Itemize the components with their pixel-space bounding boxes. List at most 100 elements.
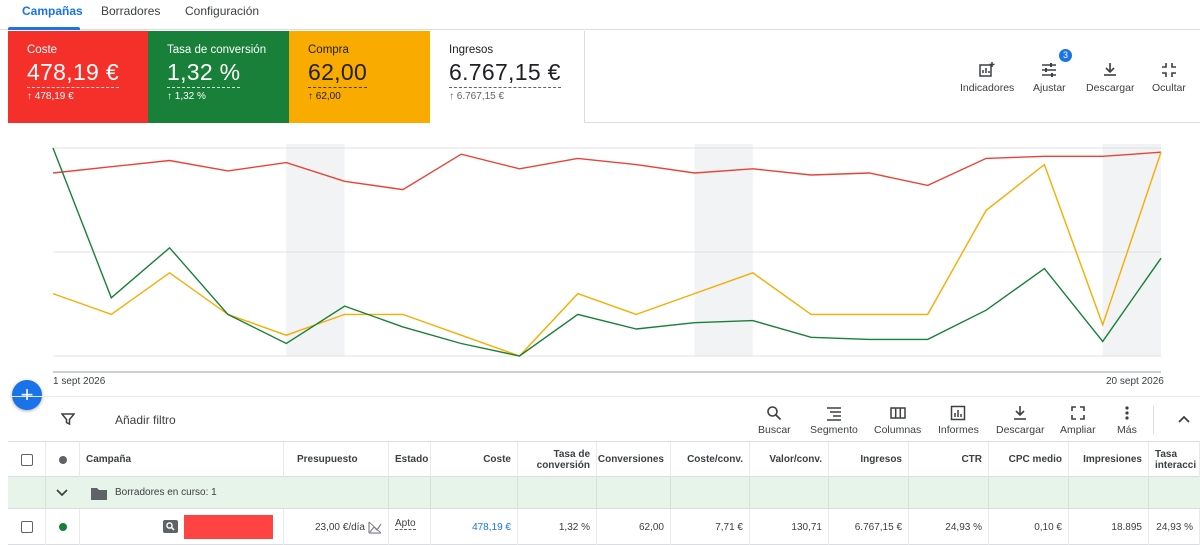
scorecard-compra[interactable]: Compra 62,00 ↑ 62,00 — [289, 31, 430, 123]
descargar-table-button[interactable]: Descargar — [996, 405, 1044, 436]
download-icon — [1014, 406, 1027, 420]
buscar-button[interactable]: Buscar — [758, 405, 791, 436]
status-dot-icon[interactable] — [58, 455, 67, 464]
search-campaign-icon — [163, 520, 178, 533]
scorecard-delta: ↑ 62,00 — [308, 91, 341, 102]
row-cost-conv-cell: 7,71 € — [671, 509, 750, 545]
indicadores-button[interactable]: Indicadores — [960, 61, 1014, 94]
performance-line-chart — [52, 144, 1162, 373]
row-checkbox[interactable] — [20, 521, 33, 533]
row-status-text-cell: Apto — [389, 509, 431, 545]
row-cpc-cell: 0,10 € — [989, 509, 1069, 545]
collapse-icon — [1161, 63, 1176, 77]
header-coste-conv[interactable]: Coste/conv. — [671, 442, 750, 477]
draft-group-row[interactable]: Borradores en curso: 1 — [8, 477, 1200, 509]
filter-icon[interactable] — [61, 412, 75, 426]
more-vert-icon — [1125, 406, 1129, 420]
ajustar-label: Ajustar — [1033, 82, 1066, 94]
row-campaign-cell[interactable] — [80, 509, 284, 545]
group-cell — [750, 477, 829, 509]
ampliar-button[interactable]: Ampliar — [1060, 405, 1096, 436]
select-all-cell — [8, 442, 46, 477]
informes-button[interactable]: Informes — [938, 405, 979, 436]
columnas-button[interactable]: Columnas — [874, 405, 921, 436]
descargar-chart-button[interactable]: Descargar — [1086, 61, 1134, 94]
row-value-conv-cell: 130,71 — [750, 509, 829, 545]
status-header-cell — [46, 442, 80, 477]
scorecard-panel: Coste 478,19 € ↑ 478,19 € Tasa de conver… — [8, 31, 1200, 123]
scorecard-label: Ingresos — [449, 44, 494, 56]
table-row[interactable]: 23,00 €/día Apto 478,19 € 1,32 % 62,00 7… — [8, 509, 1200, 545]
header-impresiones[interactable]: Impresiones — [1069, 442, 1149, 477]
fullscreen-icon — [1070, 406, 1085, 420]
header-ctr[interactable]: CTR — [909, 442, 989, 477]
header-cpc-medio[interactable]: CPC medio — [989, 442, 1069, 477]
group-cell — [284, 477, 389, 509]
status-value[interactable]: Apto — [395, 518, 416, 530]
mas-button[interactable]: Más — [1117, 405, 1137, 436]
header-coste[interactable]: Coste — [431, 442, 518, 477]
row-budget-cell[interactable]: 23,00 €/día — [284, 509, 389, 545]
active-tab-indicator — [8, 27, 80, 30]
scorecard-tasa-conversion[interactable]: Tasa de conversión 1,32 % ↑ 1,32 % — [148, 31, 289, 123]
scorecard-label: Tasa de conversión — [167, 44, 267, 56]
cost-value[interactable]: 478,19 € — [472, 521, 511, 533]
ocultar-label: Ocultar — [1152, 82, 1186, 94]
series-line-compra — [52, 151, 1162, 357]
select-all-checkbox[interactable] — [20, 453, 33, 466]
chevron-up-icon[interactable] — [1176, 411, 1192, 427]
budget-chart-icon[interactable] — [368, 521, 382, 534]
row-impressions-cell: 18.895 — [1069, 509, 1149, 545]
group-cell — [829, 477, 909, 509]
header-ingresos[interactable]: Ingresos — [829, 442, 909, 477]
group-cell — [431, 477, 518, 509]
header-tasa-interaccion[interactable]: Tasa interacci — [1149, 442, 1200, 477]
cost-conv-value: 7,71 € — [715, 521, 743, 533]
series-line-conversion — [52, 147, 1162, 357]
chevron-down-icon[interactable] — [55, 487, 69, 499]
ajustar-badge: 3 — [1059, 49, 1072, 62]
enabled-status-dot[interactable] — [58, 523, 67, 531]
header-valor-conv[interactable]: Valor/conv. — [750, 442, 829, 477]
add-filter-button[interactable]: Añadir filtro — [115, 413, 176, 427]
tab-borradores[interactable]: Borradores — [101, 4, 161, 18]
conv-rate-value: 1,32 % — [558, 521, 590, 533]
scorecard-value: 478,19 € — [27, 59, 119, 88]
header-conversiones[interactable]: Conversiones — [597, 442, 671, 477]
ampliar-label: Ampliar — [1060, 424, 1096, 436]
search-icon — [767, 406, 782, 421]
header-estado[interactable]: Estado — [389, 442, 431, 477]
interaction-rate-value: 24,93 % — [1156, 521, 1193, 533]
x-axis-start-label: 1 sept 2026 — [53, 376, 106, 387]
scorecard-value: 6.767,15 € — [449, 59, 561, 88]
weekend-shade — [1102, 144, 1161, 356]
segmento-button[interactable]: Segmento — [810, 405, 858, 436]
toolbar-divider — [1153, 406, 1154, 434]
row-revenue-cell: 6.767,15 € — [829, 509, 909, 545]
scorecard-delta: ↑ 478,19 € — [27, 91, 74, 102]
group-cell — [597, 477, 671, 509]
tab-configuracion[interactable]: Configuración — [185, 4, 260, 18]
conversions-value: 62,00 — [638, 521, 664, 533]
mas-label: Más — [1117, 424, 1137, 436]
descargar-label: Descargar — [1086, 82, 1135, 94]
scorecard-coste[interactable]: Coste 478,19 € ↑ 478,19 € — [8, 31, 148, 123]
scorecard-value: 1,32 % — [167, 59, 241, 88]
row-status-cell — [46, 509, 80, 545]
ocultar-button[interactable]: Ocultar — [1152, 61, 1186, 94]
table-toolbar: Añadir filtro Buscar Segmento Columnas I… — [8, 396, 1200, 441]
header-presupuesto[interactable]: Presupuesto — [284, 442, 389, 477]
report-icon — [951, 405, 966, 421]
group-cell — [1069, 477, 1149, 509]
create-button[interactable]: + — [12, 380, 42, 410]
header-campana[interactable]: Campaña — [80, 442, 284, 477]
buscar-label: Buscar — [758, 424, 791, 436]
campaign-name-redacted[interactable] — [184, 515, 273, 539]
tab-campanas[interactable]: Campañas — [22, 4, 83, 18]
header-tasa-conversion[interactable]: Tasa de conversión — [518, 442, 597, 477]
group-label: Borradores en curso: 1 — [115, 487, 217, 498]
ctr-value: 24,93 % — [945, 521, 982, 533]
x-axis-end-label: 20 sept 2026 — [1106, 376, 1164, 387]
ajustar-button[interactable]: 3 Ajustar — [1033, 49, 1072, 94]
scorecard-ingresos[interactable]: Ingresos 6.767,15 € ↑ 6.767,15 € — [430, 31, 585, 123]
